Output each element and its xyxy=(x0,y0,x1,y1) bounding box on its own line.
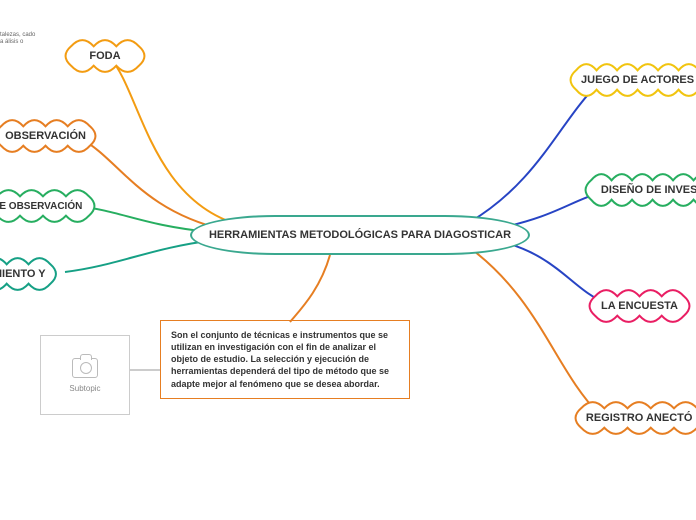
mindmap-canvas: HERRAMIENTAS METODOLÓGICAS PARA DIAGOSTI… xyxy=(0,0,696,520)
branch-proces: ROCESAMIENTO Y xyxy=(0,256,61,292)
branch-label: OBSERVACIÓN xyxy=(5,130,86,142)
branch-label: JUEGO DE ACTORES xyxy=(581,74,694,86)
camera-icon xyxy=(72,358,98,378)
description-text: Son el conjunto de técnicas e instrument… xyxy=(171,330,389,389)
cutoff-text: talezas, cado a álisis o xyxy=(0,32,35,45)
branch-label: LA ENCUESTA xyxy=(601,300,678,312)
description-box: Son el conjunto de técnicas e instrument… xyxy=(160,320,410,399)
branch-guias: GUÍAS DE OBSERVACIÓN xyxy=(0,188,100,224)
branch-actores: JUEGO DE ACTORES xyxy=(565,62,696,98)
branch-diseno: DISEÑO DE INVEST xyxy=(580,172,696,208)
branch-label: DISEÑO DE INVEST xyxy=(601,184,696,196)
center-node: HERRAMIENTAS METODOLÓGICAS PARA DIAGOSTI… xyxy=(190,215,530,255)
subtopic-label: Subtopic xyxy=(69,384,100,393)
branch-foda: FODA xyxy=(60,38,150,74)
branch-encuesta: LA ENCUESTA xyxy=(584,288,695,324)
subtopic-placeholder: Subtopic xyxy=(40,335,130,415)
branch-label: GUÍAS DE OBSERVACIÓN xyxy=(0,201,82,212)
center-label: HERRAMIENTAS METODOLÓGICAS PARA DIAGOSTI… xyxy=(209,229,511,241)
branch-label: REGISTRO ANECTÓ xyxy=(586,412,693,424)
branch-observacion: OBSERVACIÓN xyxy=(0,118,101,154)
branch-label: FODA xyxy=(89,50,120,62)
cutoff-note: talezas, cado a álisis o xyxy=(0,32,40,46)
branch-label: ROCESAMIENTO Y xyxy=(0,268,46,280)
branch-registro: REGISTRO ANECTÓ xyxy=(570,400,696,436)
